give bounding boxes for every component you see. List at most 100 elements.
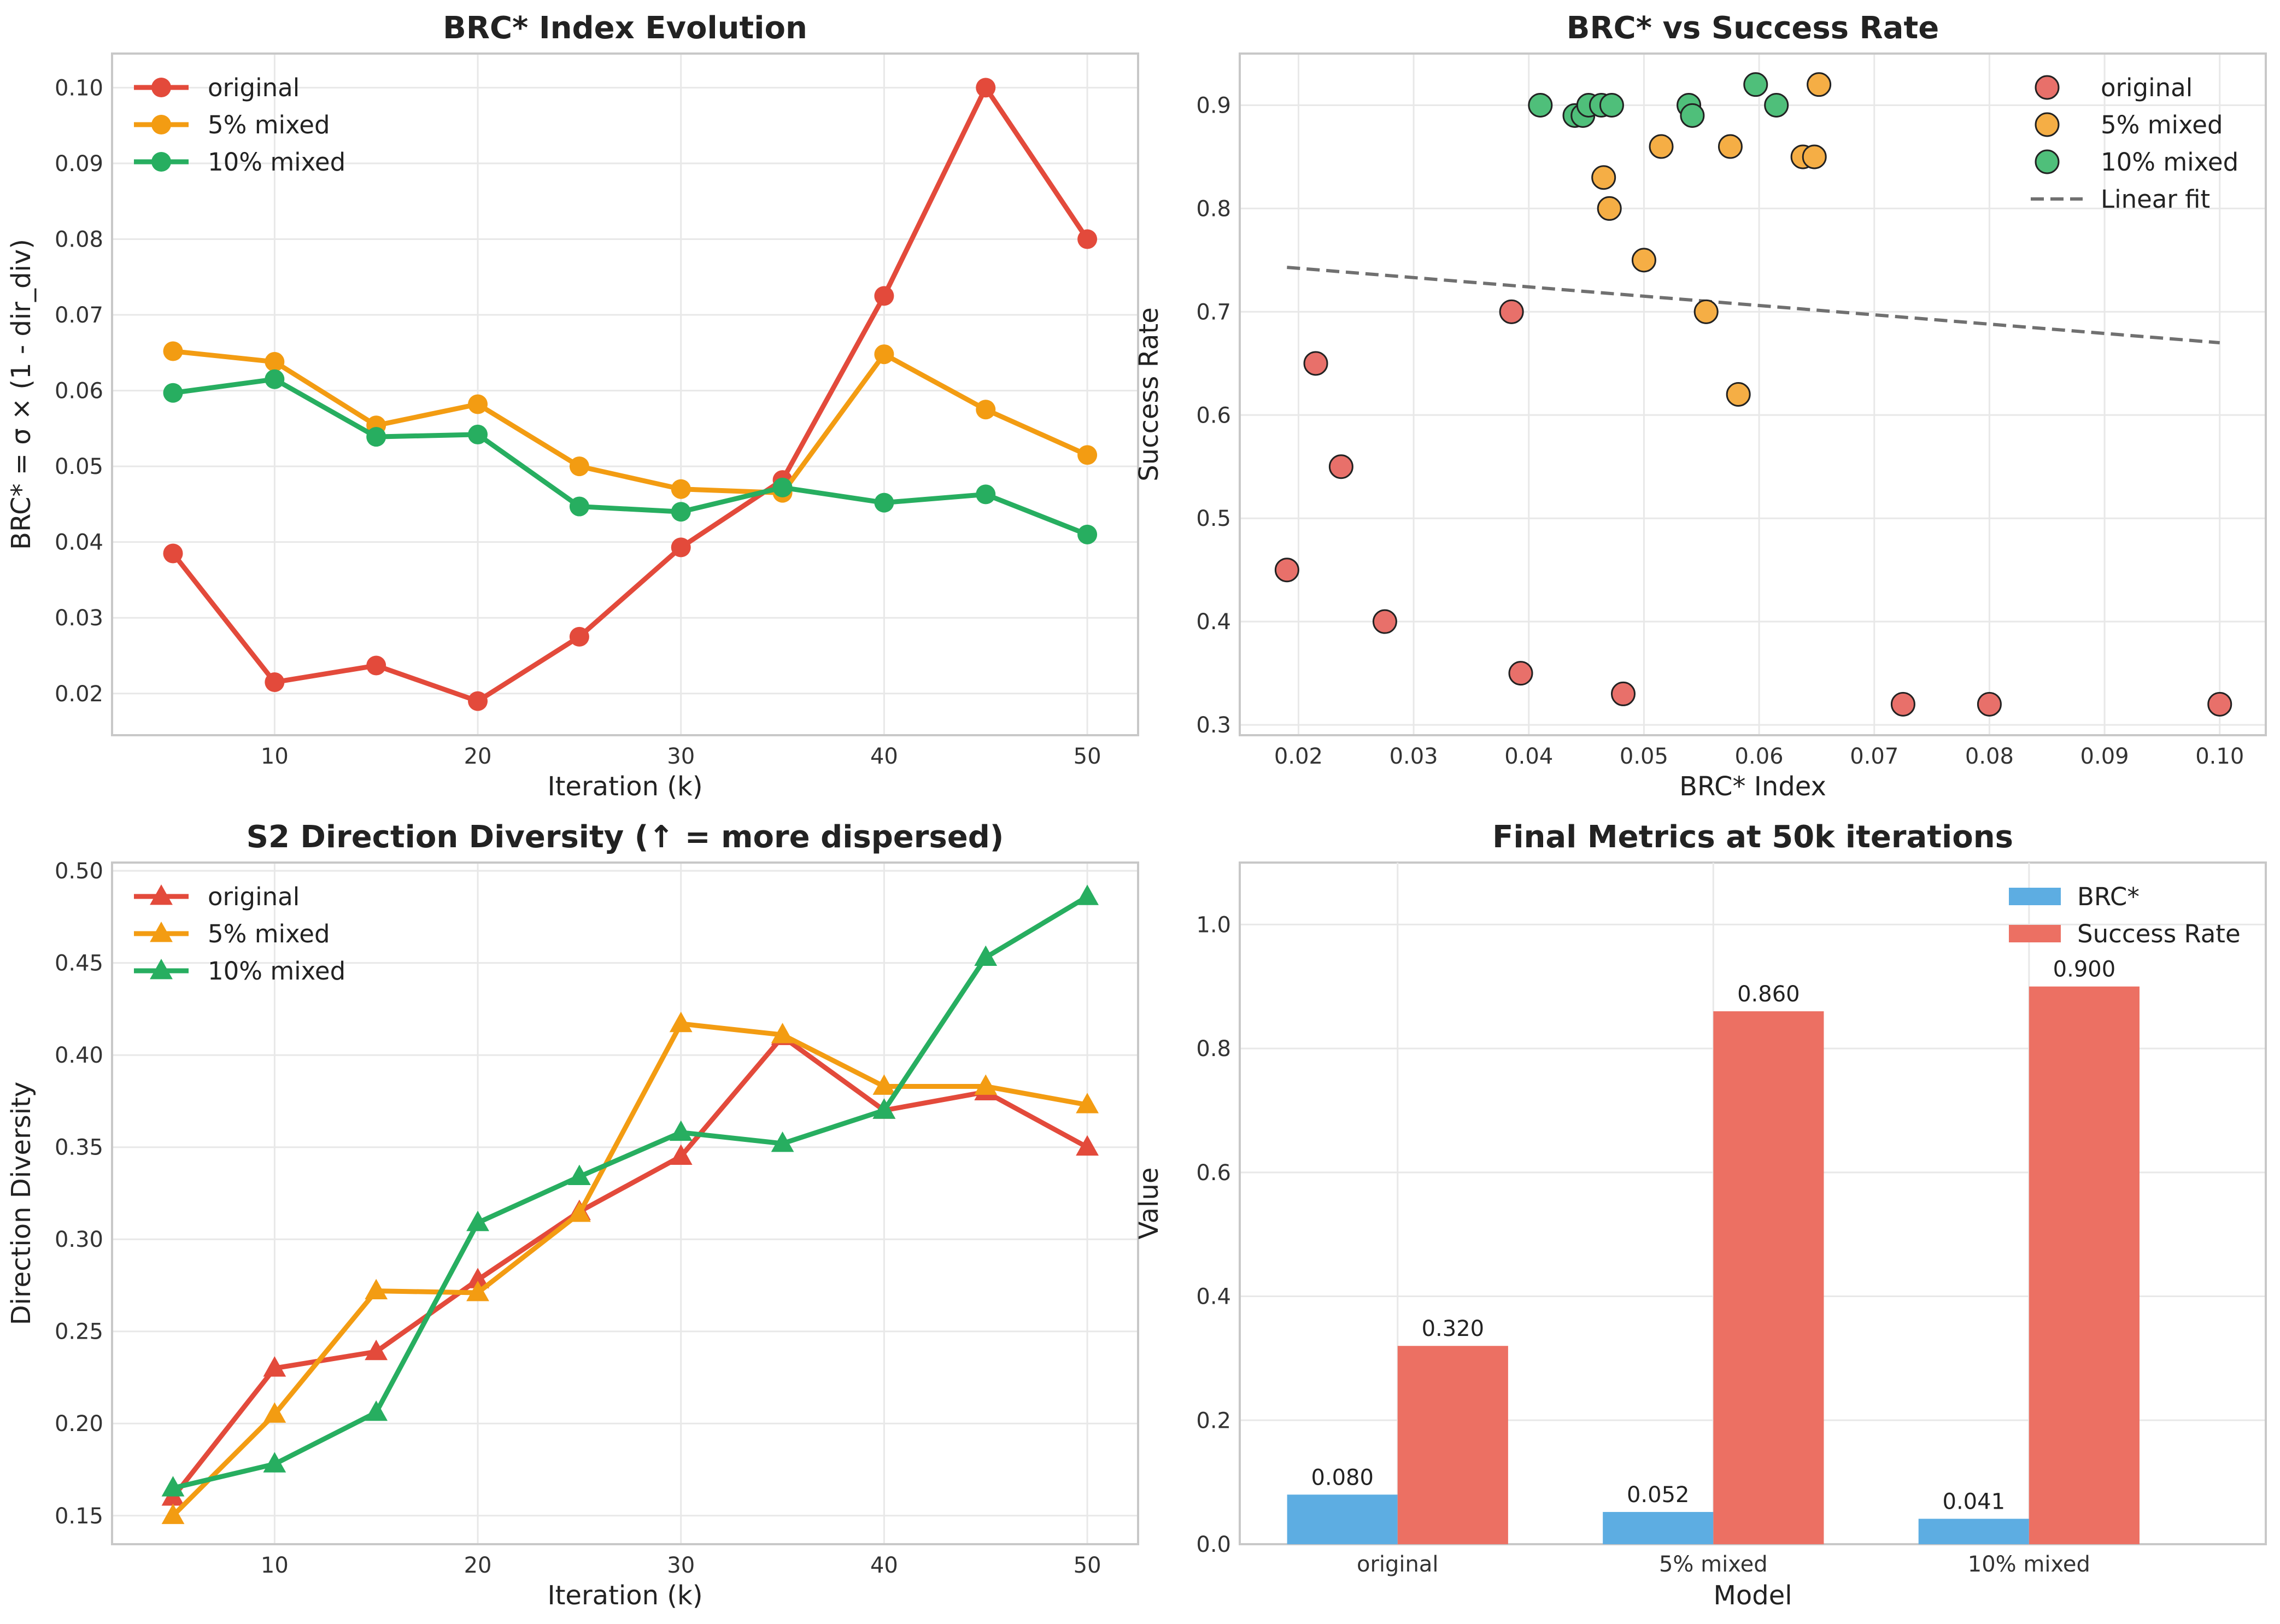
data-point [1890, 691, 1915, 717]
series-brc: 0.080 0.052 0.041 [1287, 1465, 2029, 1544]
data-point [669, 1144, 693, 1165]
data-point [974, 1074, 998, 1095]
brc-vs-success-rate-chart: 0.3 0.4 0.5 0.6 0.7 0.8 0.9 0.02 0.03 0.04 0.05 0.0… [1134, 10, 2267, 802]
y-tick-label: 0.4 [1196, 609, 1231, 635]
plot-frame [1239, 52, 2267, 736]
legend-entry: Success Rate [2009, 919, 2241, 948]
y-tick-label: 0.8 [1196, 196, 1231, 221]
bar-value-label: 0.320 [1422, 1316, 1485, 1341]
data-point [1649, 134, 1674, 159]
y-tick-label: 0.02 [55, 682, 103, 707]
legend-label: 5% mixed [208, 110, 330, 139]
bar-value-label: 0.900 [2053, 957, 2116, 982]
bar [1918, 1519, 2029, 1544]
x-tick-label: 0.05 [1620, 744, 1668, 769]
data-point [1076, 1135, 1099, 1156]
data-point [1680, 103, 1705, 128]
data-point [1508, 661, 1533, 686]
series-success-rate: 0.320 0.860 0.900 [1397, 957, 2140, 1544]
x-tick-label: 40 [870, 1553, 898, 1578]
bar-value-label: 0.052 [1627, 1482, 1690, 1508]
x-tick-label: 0.04 [1504, 744, 1553, 769]
x-tick-label: 10 [261, 744, 289, 769]
x-tick-label: 30 [667, 744, 695, 769]
legend-label: 10% mixed [2101, 148, 2238, 177]
y-tick-label: 0.04 [55, 530, 103, 555]
data-point [976, 484, 996, 505]
line-10-mixed [172, 894, 1089, 1491]
x-tick-label: 0.06 [1735, 744, 1784, 769]
y-tick-label: 0.5 [1196, 506, 1231, 531]
data-point [671, 537, 691, 558]
data-point [1599, 92, 1624, 118]
data-point [874, 493, 894, 513]
series-original [161, 1024, 1099, 1506]
bar [1397, 1346, 1508, 1544]
legend-label: 10% mixed [208, 957, 345, 986]
legend-label: 5% mixed [2101, 110, 2223, 139]
data-point [161, 1476, 185, 1497]
data-point [1764, 92, 1789, 118]
series-original [163, 78, 1098, 711]
data-point [1499, 299, 1524, 324]
data-point [365, 1400, 388, 1421]
bar [2029, 986, 2140, 1544]
x-tick-label: 0.10 [2195, 744, 2244, 769]
legend-label: 10% mixed [208, 148, 345, 177]
legend-label: Success Rate [2077, 919, 2241, 948]
bar-value-label: 0.041 [1943, 1490, 2006, 1515]
line-original [171, 85, 1089, 704]
final-metrics-chart: 0.0 0.2 0.4 0.6 0.8 1.0 Final Metrics at 50k i… [1134, 819, 2267, 1611]
legend-label: original [208, 882, 300, 911]
series-original [1274, 299, 2232, 717]
data-point [671, 479, 691, 499]
x-tick-label: 40 [870, 744, 898, 769]
data-point [468, 691, 488, 711]
y-tick-label: 0.4 [1196, 1285, 1231, 1310]
x-tick-label: 5% mixed [1659, 1552, 1768, 1577]
legend-entry: original [134, 882, 300, 911]
data-point [1077, 445, 1098, 465]
data-point [263, 1356, 286, 1377]
legend-swatch [2009, 888, 2061, 905]
line-10-mixed [172, 377, 1088, 537]
legend-entry: Linear fit [2031, 185, 2210, 214]
bar-value-label: 0.860 [1737, 982, 1800, 1007]
plot-frame [111, 52, 1139, 736]
data-point [1807, 72, 1832, 97]
y-axis-label: Success Rate [1134, 307, 1164, 482]
data-point [669, 1120, 693, 1141]
y-tick-label: 0.05 [55, 454, 103, 479]
data-point [669, 1011, 693, 1033]
y-tick-label: 0.09 [55, 151, 103, 177]
data-point [366, 655, 386, 676]
data-point [1977, 691, 2002, 717]
legend-label: original [2101, 73, 2193, 102]
data-point [671, 502, 691, 522]
data-point [468, 424, 488, 444]
data-point [1077, 229, 1098, 249]
y-axis-label: Direction Diversity [6, 1082, 37, 1326]
x-tick-label: 50 [1074, 744, 1101, 769]
legend-marker [2035, 75, 2060, 100]
x-tick-label: 0.09 [2080, 744, 2129, 769]
y-tick-label: 0.35 [55, 1135, 103, 1160]
y-axis-label: Value [1134, 1168, 1164, 1240]
data-point [265, 351, 285, 372]
legend-label: 5% mixed [208, 919, 330, 948]
linear-fit-line [1287, 266, 2220, 345]
brc-index-evolution-chart: 0.02 0.03 0.04 0.05 0.06 0.07 0.08 0.09 0.10 10 20… [6, 10, 1139, 802]
bar [1713, 1011, 1824, 1544]
data-point [1303, 351, 1328, 376]
x-axis-label: Iteration (k) [547, 771, 702, 802]
data-point [976, 400, 996, 420]
data-point [1528, 92, 1553, 118]
legend-entry: 10% mixed [2035, 148, 2238, 177]
data-point [569, 496, 589, 517]
data-point [163, 341, 183, 361]
data-point [265, 672, 285, 693]
y-tick-label: 0.40 [55, 1043, 103, 1068]
y-tick-label: 0.45 [55, 951, 103, 976]
y-tick-label: 0.6 [1196, 1160, 1231, 1186]
y-tick-label: 0.08 [55, 227, 103, 252]
